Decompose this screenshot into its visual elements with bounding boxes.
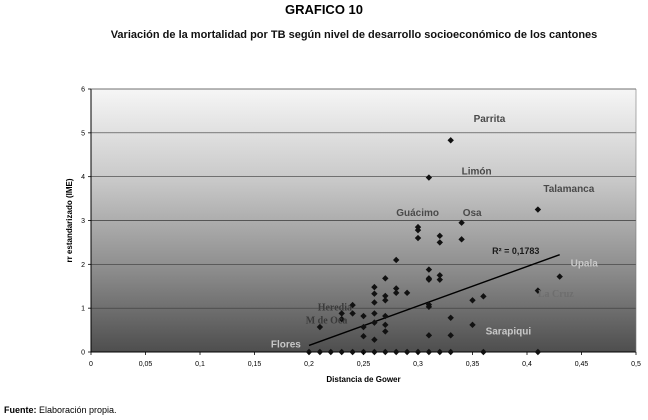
data-point (371, 290, 378, 297)
annotation-label: Guácimo (396, 208, 439, 219)
data-point (393, 348, 400, 356)
data-point (480, 348, 487, 356)
data-point (436, 272, 443, 279)
source-label: Fuente: (4, 405, 37, 415)
data-point (316, 348, 324, 356)
data-point (360, 323, 367, 331)
x-tick-label: 0,35 (466, 361, 480, 368)
data-point (371, 336, 378, 343)
y-tick-label: 0 (81, 350, 85, 357)
x-tick-label: 0,05 (139, 361, 153, 368)
annotation-label: Sarapiqui (486, 326, 532, 337)
data-point (447, 314, 454, 322)
data-point (349, 348, 356, 356)
x-tick-label: 0,2 (304, 361, 314, 368)
trendline (308, 254, 560, 347)
data-point (371, 319, 378, 326)
data-point (534, 348, 542, 356)
data-point (360, 333, 367, 340)
data-point (425, 174, 433, 181)
data-point (371, 299, 378, 306)
data-point (382, 328, 389, 335)
data-point (338, 315, 345, 323)
y-axis-label: rr estandarizado (IME) (65, 178, 74, 262)
data-point (371, 310, 378, 317)
data-point (425, 266, 433, 273)
y-tick-label: 4 (81, 174, 85, 181)
data-point (327, 348, 334, 356)
data-point (458, 219, 465, 226)
x-tick-label: 0 (89, 361, 93, 368)
source-note: Fuente: Elaboración propia. (4, 405, 117, 415)
data-point (382, 321, 389, 329)
data-point (414, 234, 422, 242)
data-point (393, 256, 400, 264)
annotation-label: Talamanca (543, 184, 594, 195)
data-point (382, 275, 389, 282)
y-tick-label: 3 (81, 218, 85, 225)
data-point (447, 348, 454, 356)
x-tick-label: 0,15 (248, 361, 262, 368)
annotation-label: Upala (571, 259, 599, 270)
x-tick-label: 0,45 (575, 361, 589, 368)
annotation-label: Osa (463, 208, 482, 219)
data-point (393, 285, 400, 292)
chart-title: Variación de la mortalidad por TB según … (110, 29, 598, 41)
x-tick-label: 0,25 (357, 361, 371, 368)
data-point (480, 293, 487, 300)
data-point (393, 289, 400, 297)
data-point (425, 332, 433, 339)
data-point (414, 226, 422, 234)
data-point (360, 312, 367, 320)
data-point (436, 348, 443, 356)
y-tick-label: 2 (81, 262, 85, 269)
x-axis-label: Distancia de Gower (326, 375, 400, 384)
annotation-label: La Cruz (538, 289, 574, 300)
data-point (425, 303, 433, 311)
data-point (382, 297, 389, 304)
data-point (436, 239, 443, 246)
data-point (371, 348, 378, 356)
data-point (447, 332, 454, 339)
data-point (382, 292, 389, 300)
annotation-label: Heredia (318, 302, 352, 313)
r-squared-label: R² = 0,1783 (492, 246, 539, 256)
y-tick-label: 1 (81, 306, 85, 313)
annotation-label: Flores (271, 340, 301, 351)
data-point (469, 321, 476, 329)
data-point (458, 236, 465, 243)
data-point (425, 276, 433, 283)
data-point (316, 323, 324, 331)
y-tick-label: 6 (81, 87, 85, 94)
data-point (436, 276, 443, 283)
x-tick-label: 0,3 (413, 361, 423, 368)
data-point (403, 348, 411, 356)
annotation-label: M de Oca (306, 316, 348, 327)
x-tick-label: 0,5 (631, 361, 641, 368)
data-point (371, 283, 378, 291)
data-point (556, 273, 563, 280)
x-tick-label: 0,4 (522, 361, 532, 368)
annotation-label: Limón (462, 166, 492, 177)
source-text: Elaboración propia. (36, 405, 117, 415)
x-tick-label: 0,1 (195, 361, 205, 368)
data-point (436, 232, 443, 240)
data-point (338, 310, 345, 317)
data-point (338, 348, 345, 356)
data-point (447, 137, 454, 144)
figure-label: GRAFICO 10 (284, 2, 363, 17)
data-point (425, 348, 433, 356)
data-point (349, 310, 356, 317)
data-point (534, 287, 542, 294)
y-tick-label: 5 (81, 130, 85, 137)
annotation-label: Parrita (474, 114, 506, 125)
data-point (403, 289, 411, 297)
data-point (534, 206, 542, 213)
data-point (469, 297, 476, 304)
data-point (382, 348, 389, 356)
data-point (349, 301, 356, 309)
data-point (382, 312, 389, 320)
